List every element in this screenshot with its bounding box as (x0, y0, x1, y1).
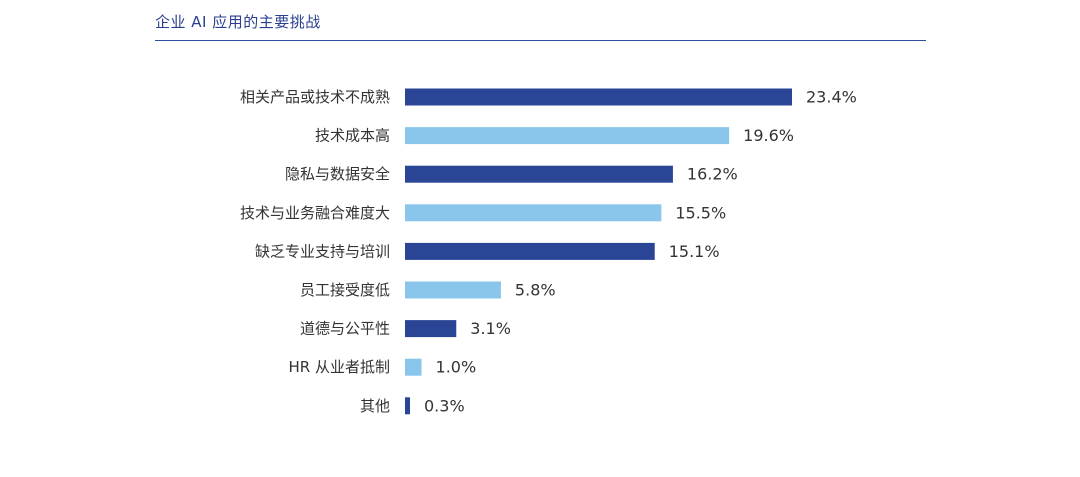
bar (405, 397, 410, 415)
value-label: 23.4% (806, 88, 857, 107)
bar (405, 88, 792, 106)
category-label: 其他 (360, 397, 390, 415)
category-label: 技术成本高 (315, 127, 390, 145)
value-label: 19.6% (743, 126, 794, 145)
bar (405, 204, 662, 222)
title-divider (155, 40, 926, 41)
category-label: 相关产品或技术不成熟 (240, 88, 390, 106)
chart-title: 企业 AI 应用的主要挑战 (155, 13, 321, 31)
value-label: 0.3% (424, 396, 465, 415)
category-label: 道德与公平性 (300, 320, 390, 338)
value-label: 1.0% (436, 358, 477, 377)
value-label: 15.5% (675, 203, 726, 222)
category-label: HR 从业者抵制 (289, 358, 390, 376)
category-label: 隐私与数据安全 (285, 165, 390, 183)
value-label: 5.8% (515, 281, 556, 300)
category-label: 技术与业务融合难度大 (240, 204, 390, 222)
category-label: 员工接受度低 (300, 281, 390, 299)
bar (405, 127, 730, 145)
bar (405, 358, 422, 376)
bar (405, 320, 457, 338)
value-label: 3.1% (470, 319, 511, 338)
value-label: 15.1% (669, 242, 720, 261)
category-label: 缺乏专业支持与培训 (255, 242, 390, 260)
bar (405, 281, 501, 299)
value-label: 16.2% (687, 165, 738, 184)
bar (405, 242, 655, 260)
bar (405, 165, 673, 183)
